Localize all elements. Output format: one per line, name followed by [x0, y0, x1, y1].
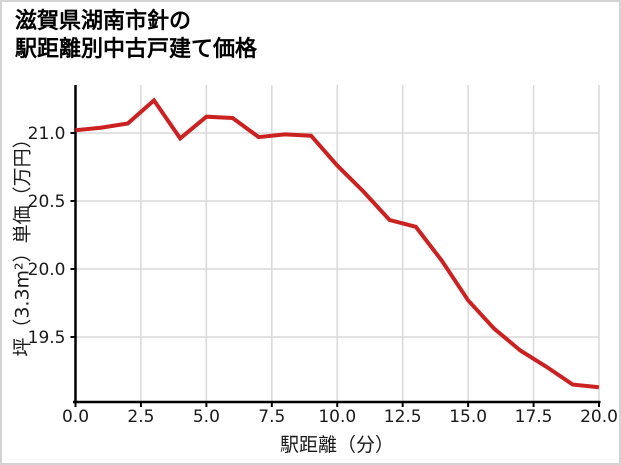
chart-title-line1: 滋賀県湖南市針の	[15, 9, 192, 34]
x-tick-label: 10.0	[318, 407, 356, 427]
x-tick-label: 15.0	[449, 407, 487, 427]
y-tick-label: 21.0	[28, 124, 66, 144]
x-tick-label: 5.0	[193, 407, 220, 427]
x-tick-label: 17.5	[515, 407, 553, 427]
y-axis-label: 坪（3.3m²）単価（万円）	[11, 129, 34, 357]
price-line	[75, 97, 600, 390]
chart-title: 滋賀県湖南市針の 駅距離別中古戸建て価格	[15, 8, 257, 64]
x-tick-label: 12.5	[384, 407, 422, 427]
x-tick-label: 0.0	[62, 407, 89, 427]
x-tick-label: 20.0	[580, 407, 618, 427]
y-tick-label: 20.0	[28, 260, 66, 280]
chart-title-line2: 駅距離別中古戸建て価格	[15, 37, 258, 62]
x-tick-label: 2.5	[127, 407, 154, 427]
y-tick-label: 19.5	[28, 328, 66, 348]
x-axis-label: 駅距離（分）	[279, 434, 395, 456]
y-tick-label: 20.5	[28, 192, 66, 212]
x-tick-label: 7.5	[258, 407, 285, 427]
